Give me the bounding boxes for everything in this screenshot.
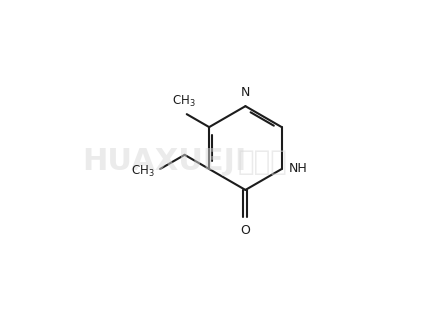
Text: 化学加: 化学加	[238, 148, 288, 176]
Text: CH$_3$: CH$_3$	[173, 94, 196, 109]
Text: O: O	[241, 224, 250, 237]
Text: CH$_3$: CH$_3$	[131, 164, 155, 179]
Text: NH: NH	[288, 163, 307, 175]
Text: N: N	[241, 86, 250, 99]
Text: HUAXUEJI: HUAXUEJI	[82, 147, 246, 176]
